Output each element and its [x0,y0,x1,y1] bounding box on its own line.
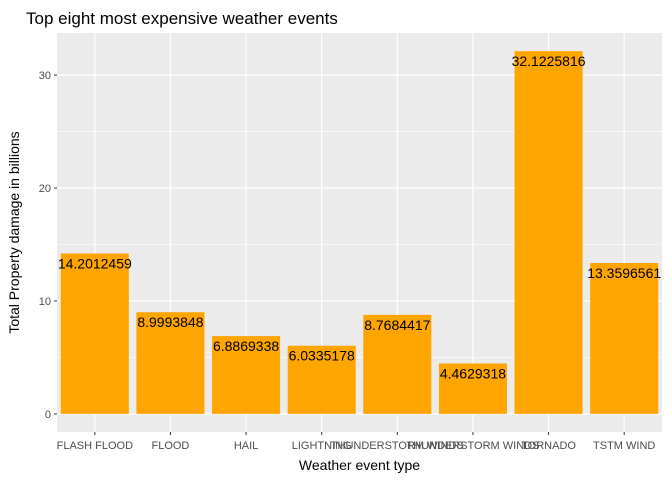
y-tick-label: 0 [45,409,51,421]
x-tick-label: THUNDERSTORM WINDS [331,440,464,452]
x-tick-label: THUNDERSTORM WINDS [406,440,539,452]
bar [363,314,432,414]
bar [60,253,129,414]
bars [60,51,659,414]
y-tick-label: 30 [39,70,51,82]
y-tick-label: 10 [39,296,51,308]
x-tick-label: TSTM WIND [593,440,655,452]
data-label: 13.3596561 [587,265,661,281]
bar [590,263,659,414]
bar [438,363,507,414]
data-label: 14.2012459 [58,256,132,272]
x-tick-label: TORNADO [521,440,576,452]
x-tick-label: LIGHTNING [292,440,352,452]
data-labels: 14.2012459 8.9993848 6.8869338 6.0335178 8.7… [58,53,662,381]
x-tick-label: HAIL [234,440,258,452]
data-label: 8.9993848 [137,314,203,330]
data-label: 4.4629318 [440,365,506,381]
y-tick-label: 20 [39,183,51,195]
y-axis-ticks: 0 10 20 30 [39,70,57,421]
data-label: 6.8869338 [213,338,279,354]
y-axis-title: Total Property damage in billions [6,131,22,333]
chart-title: Top eight most expensive weather events [26,9,338,28]
bar [212,336,281,414]
x-axis-ticks: FLASH FLOOD FLOOD HAIL LIGHTNINGTHUNDERSTOR… [57,432,655,452]
data-label: 6.0335178 [289,348,355,364]
bar [514,51,583,414]
x-tick-label: FLOOD [151,440,189,452]
data-label: 32.1225816 [512,53,586,69]
bar [136,312,205,414]
bar [287,345,356,414]
data-label: 8.7684417 [364,317,430,333]
x-tick-label: FLASH FLOOD [57,440,133,452]
x-axis-title: Weather event type [299,457,420,473]
